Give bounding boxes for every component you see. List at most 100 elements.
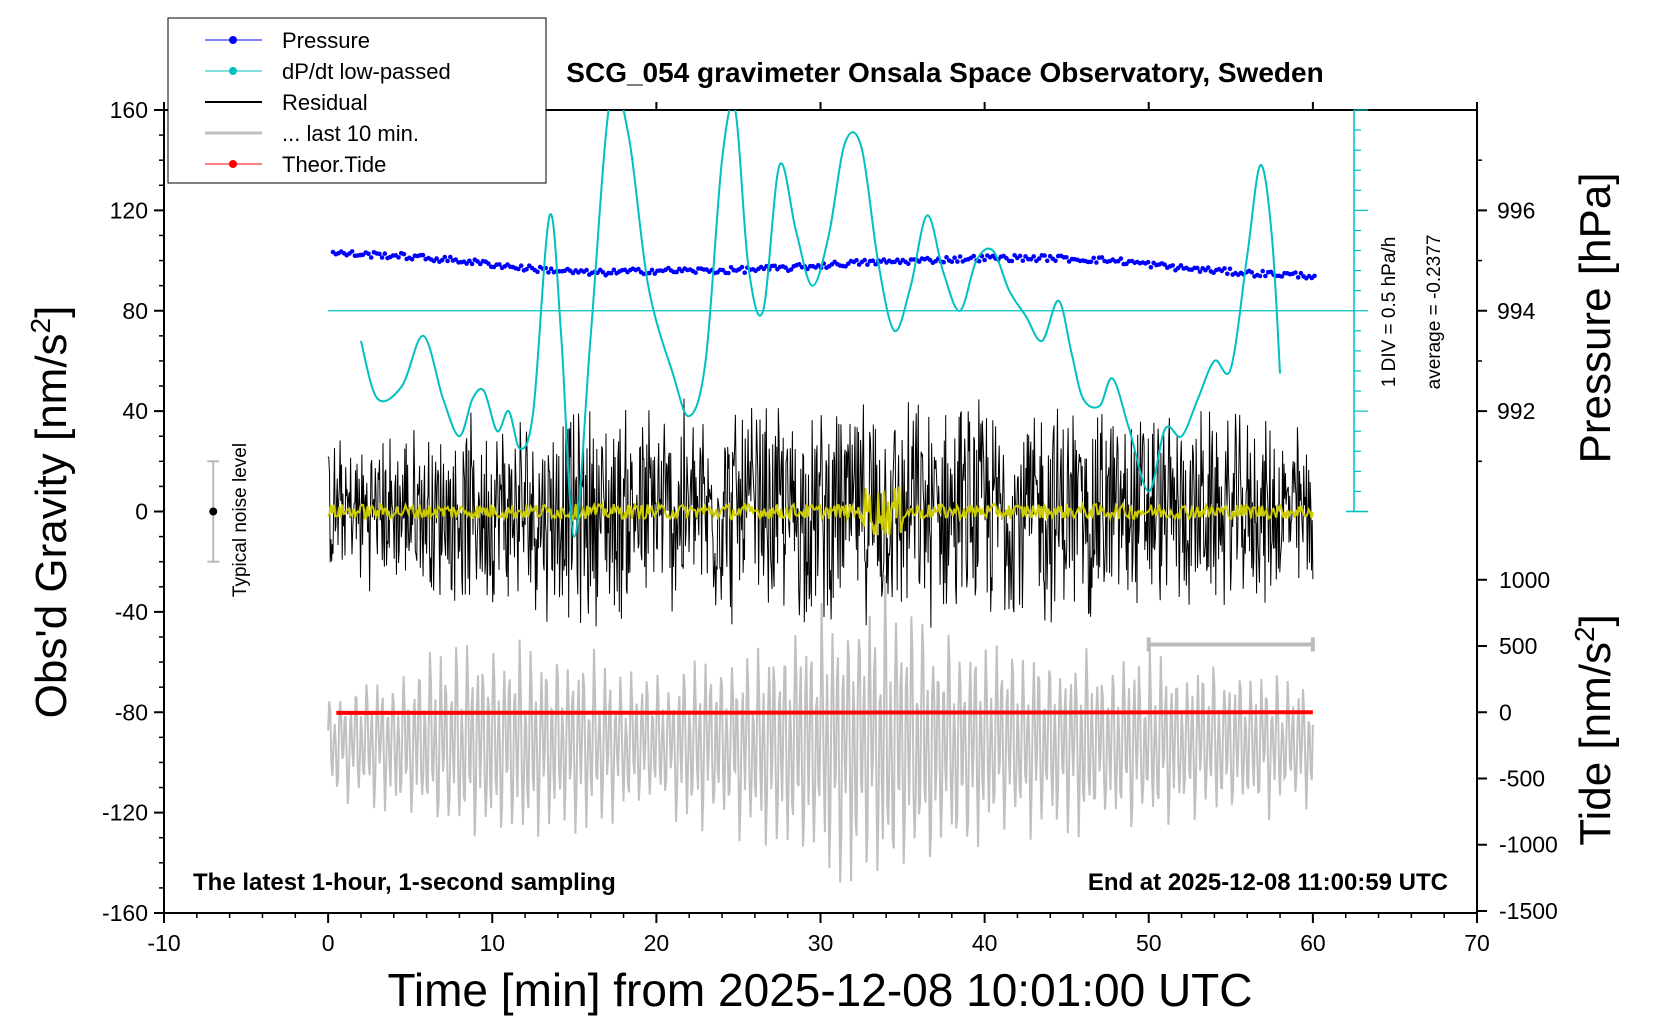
pressure-point [897,260,903,266]
tide-tick-label: -500 [1499,765,1545,791]
tide-tick-label: -1500 [1499,898,1558,924]
legend-label: Theor.Tide [282,152,386,177]
pressure-point [469,261,475,267]
pressure-point [401,251,407,257]
pressure-point [982,257,987,263]
pressure-point [377,251,382,257]
pressure-point [796,262,802,267]
pressure-point [1249,270,1255,275]
pressure-point [1257,273,1263,279]
pressure-point [1162,262,1167,267]
pressure-point [1099,255,1105,260]
pressure-point [467,258,472,264]
pressure-point [379,255,385,260]
pressure-point [546,270,551,275]
pressure-point [349,249,355,254]
y-tick-label: 40 [122,398,148,424]
pressure-point [1020,258,1026,264]
pressure-point [524,267,529,272]
pressure-point [548,266,554,272]
pressure-point [1205,265,1211,270]
x-axis-title: Time [min] from 2025-12-08 10:01:00 UTC [388,964,1253,1016]
pressure-point [1295,275,1301,280]
legend: Pressure dP/dt low-passed Residual ... last… [167,17,547,184]
axes-layer: -10 0 10 20 30 40 50 60 70 160 120 80 40 0 -40 -80 -120 -… [102,97,1558,956]
tide-tick-label: 1000 [1499,567,1550,593]
pressure-point [486,261,491,266]
x-tick-label: 30 [808,930,834,956]
pressure-point [366,251,371,257]
pressure-point [1279,274,1285,279]
pressure-point [518,263,524,269]
pressure-point [1088,259,1094,265]
pressure-point [1017,253,1023,259]
pressure-point [739,264,745,270]
pressure-point [464,261,469,266]
legend-label: Residual [282,90,368,115]
pressure-point [1045,258,1050,264]
x-tick-label: 50 [1136,930,1162,956]
residual-filtered-line [327,486,1314,536]
end-time-note: End at 2025-12-08 11:00:59 UTC [1088,869,1448,896]
pressure-point [497,262,502,267]
y-tick-label: -80 [115,699,148,725]
legend-label: ... last 10 min. [282,121,419,146]
pressure-point [862,257,867,263]
pressure-point [1260,268,1265,274]
pressure-point [1148,265,1154,270]
tide-tick-label: 500 [1499,633,1537,659]
pressure-point [957,254,963,259]
pressure-tick-label: 992 [1497,398,1535,424]
pressure-point [439,257,445,263]
pressure-point [516,266,521,272]
x-tick-label: 0 [322,930,335,956]
pressure-point [1042,253,1047,258]
pressure-point [1118,256,1124,261]
legend-label: Pressure [282,28,370,53]
pressure-point [1028,257,1034,262]
residual-series-line [327,398,1314,628]
tide-tick-label: 0 [1499,699,1512,725]
x-tick-label: 60 [1300,930,1326,956]
pressure-point [976,258,982,264]
pressure-point [854,258,859,263]
pressure-point [409,257,415,262]
pressure-point [1195,265,1200,271]
pressure-point [952,255,957,260]
pressure-point [1064,254,1069,260]
tide-tick-label: -1000 [1499,832,1558,858]
tide-series-line [336,710,1313,715]
tide-axis-title: Tide [nm/s2] [1569,614,1620,846]
pressure-point [1178,263,1184,268]
pressure-point [1293,270,1298,275]
pressure-point [1227,266,1233,272]
pressure-point [1268,269,1274,275]
x-tick-label: 40 [972,930,998,956]
pressure-point [396,255,401,260]
x-tick-label: 70 [1464,930,1490,956]
pressure-point [584,267,589,273]
legend-box [167,17,547,184]
pressure-point [742,270,747,276]
pressure-point [728,265,734,270]
pressure-point [955,259,960,264]
pressure-point [368,255,374,260]
pressure-point [726,270,731,276]
pressure-axis-title: Pressure [hPa] [1571,172,1620,463]
pressure-point [949,259,955,265]
pressure-point [453,257,459,262]
pressure-point [1197,269,1203,275]
pressure-point [1312,273,1317,279]
last10-series-line [327,575,1314,883]
pressure-point [881,257,887,262]
pressure-point [647,270,652,276]
dpdt-scale [1346,109,1368,513]
pressure-point [445,258,450,264]
dpdt-average-label: average = -0.2377 [1424,235,1445,390]
y-tick-label: -160 [102,900,148,926]
pressure-point [442,254,448,260]
pressure-point [478,261,483,267]
pressure-point [916,259,922,264]
pressure-point [1036,256,1042,261]
